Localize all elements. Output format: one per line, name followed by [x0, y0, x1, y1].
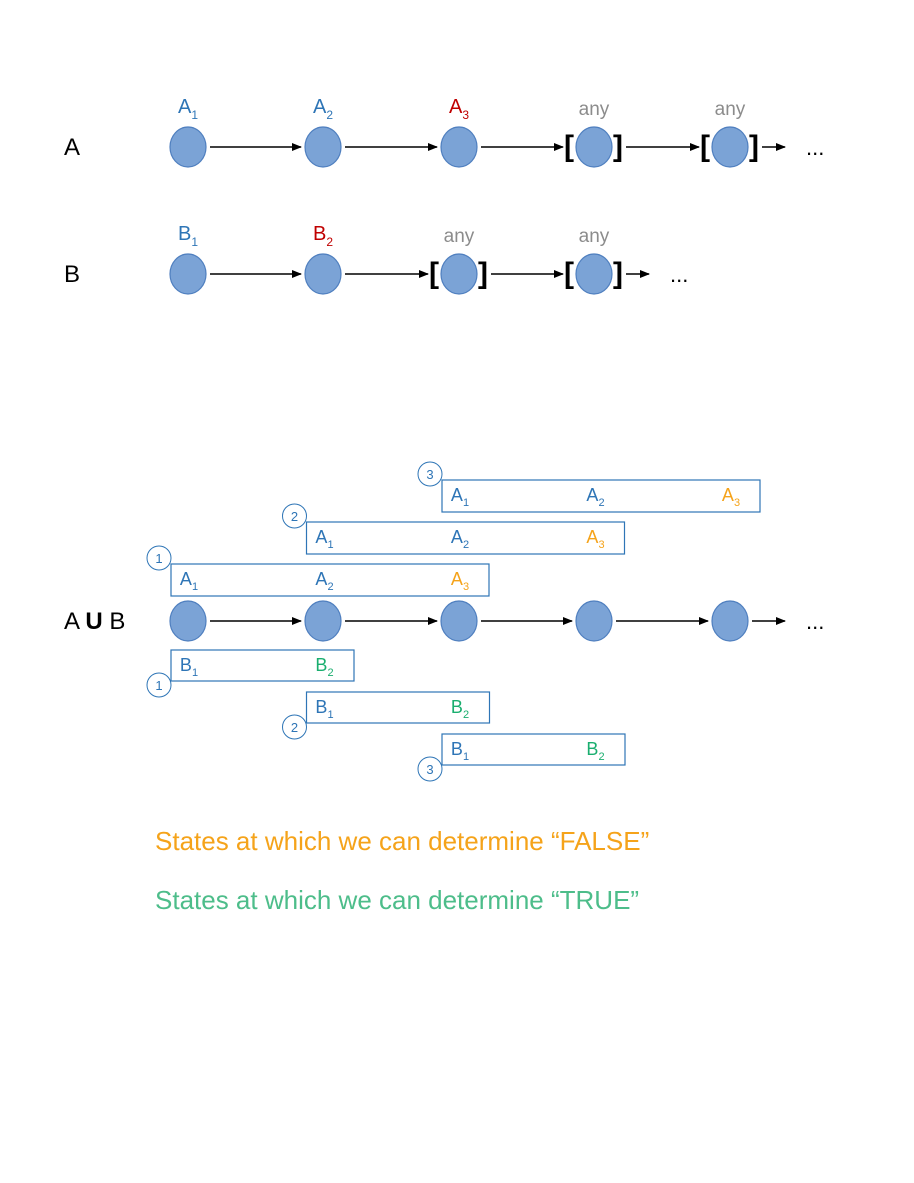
a-window-3-item-2: A2 — [586, 485, 604, 509]
a-window-1-item-2: A2 — [315, 569, 333, 593]
a-window-3 — [441, 479, 761, 513]
b-window-3-step-circle — [417, 756, 443, 782]
row-a-label-5: any — [715, 99, 746, 120]
legend-true: States at which we can determine “TRUE” — [155, 885, 640, 915]
row-b-label: B — [64, 261, 80, 288]
row-a-ellipsis: ... — [806, 135, 824, 160]
row-a-node-1 — [169, 126, 207, 168]
b-window-1-item-1: B1 — [180, 655, 198, 679]
row-b-node-4-close-bracket: ] — [613, 257, 623, 290]
row-b-node-4 — [575, 253, 613, 295]
b-window-3 — [441, 733, 626, 766]
row-b-label-1: B1 — [178, 223, 198, 249]
until-node-5 — [711, 600, 749, 642]
row-a-node-4-close-bracket: ] — [613, 130, 623, 163]
b-window-1 — [170, 649, 355, 682]
row-a-node-5 — [711, 126, 749, 168]
a-window-1-step-circle — [146, 545, 172, 571]
row-a-node-5-close-bracket: ] — [749, 130, 759, 163]
a-window-2-item-1: A1 — [315, 527, 333, 551]
legend-false: States at which we can determine “FALSE” — [155, 826, 650, 856]
row-b-node-3-close-bracket: ] — [478, 257, 488, 290]
b-window-3-step-number: 3 — [426, 762, 433, 777]
a-window-1-item-1: A1 — [180, 569, 198, 593]
a-window-3-step-number: 3 — [426, 467, 433, 482]
a-window-2 — [305, 521, 626, 555]
row-b-label-3: any — [444, 226, 475, 247]
a-window-3-item-3: A3 — [722, 485, 740, 509]
until-ellipsis: ... — [806, 609, 824, 634]
row-a-label-4: any — [579, 99, 610, 120]
row-b-node-3 — [440, 253, 478, 295]
b-window-2-item-1: B1 — [315, 697, 333, 721]
a-window-2-item-2: A2 — [451, 527, 469, 551]
b-window-1-step-number: 1 — [155, 678, 162, 693]
until-node-2 — [304, 600, 342, 642]
until-label: A U B — [64, 608, 125, 635]
b-window-1-item-2: B2 — [315, 655, 333, 679]
a-window-1-step-number: 1 — [155, 551, 162, 566]
a-window-2-item-3: A3 — [586, 527, 604, 551]
row-b-ellipsis: ... — [670, 262, 688, 287]
until-node-3 — [440, 600, 478, 642]
row-a-label-2: A2 — [313, 96, 333, 122]
row-a-node-4-open-bracket: [ — [564, 130, 574, 163]
row-a-label-1: A1 — [178, 96, 198, 122]
b-window-3-item-1: B1 — [451, 739, 469, 763]
b-window-2 — [305, 691, 491, 724]
row-a-node-3 — [440, 126, 478, 168]
b-window-2-step-circle — [282, 714, 307, 740]
row-b-label-4: any — [579, 226, 610, 247]
row-a-node-4 — [575, 126, 613, 168]
row-b-node-2 — [304, 253, 342, 295]
row-a-label-3: A3 — [449, 96, 469, 122]
b-window-2-step-number: 2 — [291, 720, 298, 735]
row-b-node-1 — [169, 253, 207, 295]
row-a-node-5-open-bracket: [ — [700, 130, 710, 163]
b-window-2-item-2: B2 — [451, 697, 469, 721]
until-node-1 — [169, 600, 207, 642]
row-b-node-4-open-bracket: [ — [564, 257, 574, 290]
row-b-label-2: B2 — [313, 223, 333, 249]
b-window-1-step-circle — [146, 672, 172, 698]
b-window-3-item-2: B2 — [586, 739, 604, 763]
row-a-node-2 — [304, 126, 342, 168]
a-window-3-item-1: A1 — [451, 485, 469, 509]
a-window-1 — [170, 563, 490, 597]
until-node-4 — [575, 600, 613, 642]
a-window-3-step-circle — [417, 461, 443, 487]
row-b-node-3-open-bracket: [ — [429, 257, 439, 290]
row-a-label: A — [64, 134, 80, 161]
a-window-2-step-circle — [282, 503, 307, 529]
a-window-1-item-3: A3 — [451, 569, 469, 593]
a-window-2-step-number: 2 — [291, 509, 298, 524]
